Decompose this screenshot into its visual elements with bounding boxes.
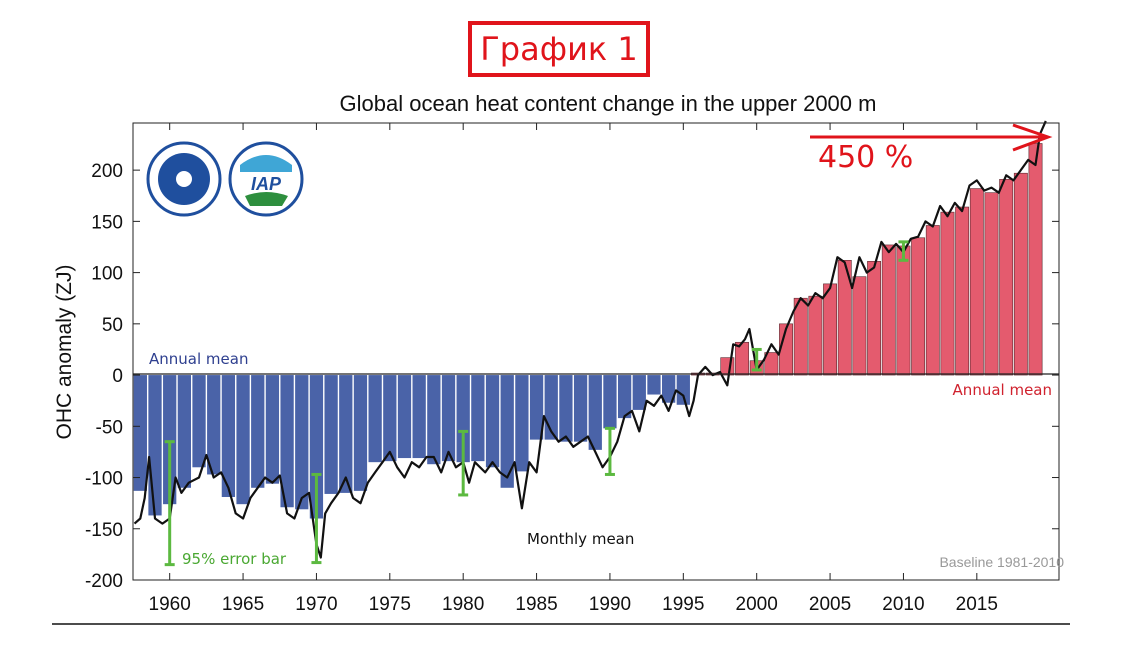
cas-logo (146, 141, 222, 217)
annual-mean-bar-1961 (177, 375, 192, 488)
y-axis-label: OHC anomaly (ZJ) (53, 264, 76, 439)
annual-mean-bar-2007 (852, 276, 867, 376)
annual-mean-bar-1982 (485, 375, 500, 468)
annual-mean-bar-1960 (163, 375, 177, 505)
annual-mean-bar-1979 (441, 375, 456, 462)
annual-mean-bar-2017 (999, 179, 1014, 376)
annual-mean-bar-2011 (911, 237, 926, 376)
annual-mean-bar-1964 (221, 375, 236, 498)
iap-logo: IAP (228, 141, 304, 217)
annual-mean-bar-2013 (940, 211, 955, 376)
annual-mean-bar-1994 (662, 375, 676, 403)
annual-mean-bar-1968 (280, 375, 294, 508)
y-tick-label-50: 50 (102, 315, 123, 336)
annual-mean-label-left: Annual mean (149, 350, 248, 368)
error-bar-1970 (311, 472, 322, 565)
x-tick-label-2010: 2010 (882, 594, 924, 615)
y-tick-label--50: -50 (96, 417, 123, 438)
x-tick-label-2015: 2015 (956, 594, 998, 615)
chart-number-badge: График 1 (468, 21, 650, 77)
annual-mean-bar-2003 (793, 297, 808, 376)
annual-mean-bar-1981 (471, 375, 485, 462)
annual-mean-bar-1977 (412, 375, 426, 459)
y-tick-label-200: 200 (91, 161, 123, 182)
x-tick-label-1970: 1970 (295, 594, 337, 615)
annual-mean-bar-1974 (368, 375, 382, 463)
x-tick-label-1995: 1995 (662, 594, 704, 615)
plot-frame (132, 122, 1060, 581)
error-bar-2010 (898, 240, 909, 262)
annual-mean-bar-2006 (837, 260, 852, 376)
x-tick-label-1975: 1975 (369, 594, 411, 615)
annual-mean-bar-2001 (764, 352, 779, 376)
annual-mean-bar-1978 (427, 375, 441, 465)
annual-mean-bar-1992 (632, 375, 646, 410)
annual-mean-bar-1985 (529, 375, 544, 440)
annual-mean-bar-2012 (925, 225, 940, 376)
monthly-mean-line (133, 120, 1047, 559)
annual-mean-bar-1971 (324, 375, 338, 494)
annual-mean-bar-1969 (295, 375, 309, 510)
annual-mean-label-right: Annual mean (953, 381, 1052, 399)
annual-mean-bar-2015 (969, 188, 984, 376)
annual-mean-bar-1959 (148, 375, 162, 516)
annual-mean-bar-2014 (955, 206, 970, 376)
annual-mean-bar-1988 (573, 375, 588, 442)
annual-mean-bar-2018 (1013, 172, 1028, 376)
annual-mean-bar-1970 (309, 375, 324, 519)
error-bar-1990 (604, 426, 615, 476)
x-tick-label-2005: 2005 (809, 594, 851, 615)
annual-mean-bar-2005 (823, 283, 838, 376)
annual-mean-bar-2019 (1028, 143, 1043, 376)
error-bar-1980 (458, 429, 469, 497)
annual-mean-bar-2009 (881, 244, 896, 376)
error-bar-1960 (164, 440, 175, 567)
annual-mean-bar-1962 (192, 375, 206, 468)
annual-mean-bar-1980 (456, 375, 470, 463)
increase-label: 450 % (818, 140, 913, 175)
annual-mean-bar-1975 (383, 375, 397, 462)
annual-mean-bar-1991 (617, 375, 632, 419)
increase-arrow (810, 123, 1053, 152)
annual-mean-bar-2016 (984, 192, 999, 376)
error-bar-2000 (751, 347, 762, 372)
chart-title: Global ocean heat content change in the … (340, 91, 877, 116)
x-tick-label-1960: 1960 (149, 594, 191, 615)
annual-mean-bar-1987 (559, 375, 573, 442)
x-tick-label-1990: 1990 (589, 594, 631, 615)
x-tick-label-1965: 1965 (222, 594, 264, 615)
annual-mean-bar-1989 (588, 375, 602, 450)
annual-mean-bar-1984 (515, 375, 529, 472)
annual-mean-bar-1972 (339, 375, 353, 493)
annual-mean-bar-1976 (397, 375, 412, 459)
x-tick-label-1985: 1985 (515, 594, 557, 615)
annual-mean-bar-1999 (735, 341, 749, 376)
baseline-label: Baseline 1981-2010 (939, 554, 1064, 570)
annual-mean-bar-1966 (251, 375, 265, 488)
annual-mean-bar-1965 (236, 375, 250, 505)
y-tick-label--200: -200 (85, 571, 123, 592)
annual-mean-bar-2008 (867, 261, 882, 376)
x-tick-label-1980: 1980 (442, 594, 484, 615)
y-tick-label--150: -150 (85, 520, 123, 541)
annual-mean-bar-1973 (353, 375, 368, 491)
y-tick-label-150: 150 (91, 212, 123, 233)
error-bar-label: 95% error bar (182, 550, 287, 568)
annual-mean-bar-1967 (265, 375, 280, 484)
annual-mean-bar-1995 (676, 375, 690, 405)
y-tick-label-0: 0 (112, 366, 123, 387)
annual-mean-bar-2010 (896, 245, 911, 376)
svg-text:IAP: IAP (251, 174, 282, 194)
y-tick-label-100: 100 (91, 264, 123, 285)
annual-mean-bar-1983 (500, 375, 514, 488)
y-tick-label--100: -100 (85, 469, 123, 490)
annual-mean-bar-2004 (808, 295, 823, 376)
monthly-mean-label: Monthly mean (527, 530, 634, 548)
annual-mean-bar-1963 (207, 375, 221, 475)
x-tick-label-2000: 2000 (736, 594, 778, 615)
annual-mean-bar-1990 (603, 375, 617, 429)
annual-mean-bar-1993 (647, 375, 661, 395)
annual-mean-bar-1958 (133, 375, 147, 491)
